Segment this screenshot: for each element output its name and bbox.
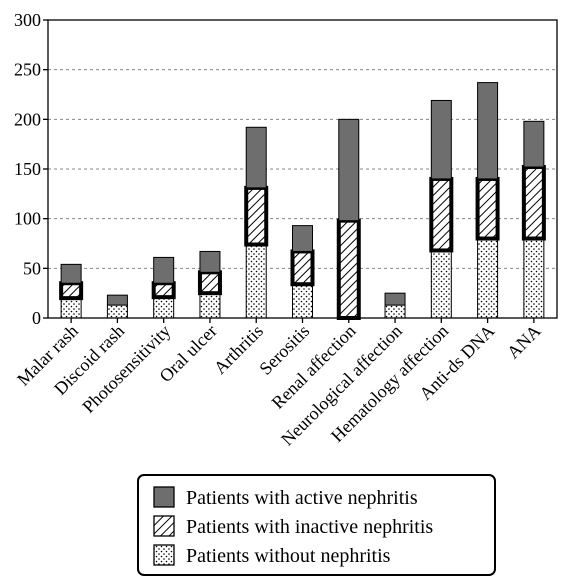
bar-segment xyxy=(523,238,545,319)
bar-segment xyxy=(59,281,84,301)
bars xyxy=(59,82,546,320)
y-tick-label: 300 xyxy=(14,10,41,30)
bar-segment xyxy=(336,218,361,320)
legend-label: Patients without nephritis xyxy=(186,545,391,567)
bar-segment xyxy=(477,238,499,319)
legend: Patients with active nephritis Patients w… xyxy=(137,474,496,576)
legend-box xyxy=(137,474,496,576)
bar-segment xyxy=(245,126,267,189)
bar-segment xyxy=(521,165,546,241)
bar-segment xyxy=(153,256,175,284)
bar-segment xyxy=(60,297,82,319)
y-tick-label: 0 xyxy=(32,308,41,328)
bar-segment xyxy=(338,118,360,222)
bar-segment xyxy=(523,120,545,168)
bar-segment xyxy=(429,176,454,253)
legend-swatch xyxy=(153,486,175,508)
bar-segment xyxy=(475,176,500,241)
bar-segment xyxy=(153,296,175,319)
bar-segment xyxy=(151,281,176,300)
y-tick-label: 100 xyxy=(14,209,41,229)
axes xyxy=(43,19,558,323)
y-tick-label: 200 xyxy=(14,109,41,129)
bar-segment xyxy=(384,304,406,319)
bar-segment xyxy=(477,82,499,180)
bar-segment xyxy=(197,270,222,296)
legend-label: Patients with active nephritis xyxy=(186,487,418,509)
bar-segment xyxy=(292,283,313,319)
legend-swatch xyxy=(153,515,175,537)
y-tick-label: 150 xyxy=(14,159,41,179)
legend-swatch xyxy=(153,544,175,566)
x-category-label: Arthritis xyxy=(210,321,267,378)
bar-segment xyxy=(430,99,452,180)
legend-label: Patients with inactive nephritis xyxy=(186,516,433,538)
x-category-label: ANA xyxy=(503,321,545,363)
bar-segment xyxy=(384,292,406,306)
bar-segment xyxy=(106,304,128,319)
bar-segment xyxy=(245,243,267,319)
bar-segment xyxy=(199,250,221,273)
bar-segment xyxy=(106,294,128,306)
y-tick-label: 50 xyxy=(23,258,41,278)
bar-segment xyxy=(244,185,269,247)
bar-segment xyxy=(430,249,452,319)
bar-segment xyxy=(292,225,313,252)
bar-segment xyxy=(199,292,221,319)
bar-segment xyxy=(60,263,82,284)
y-tick-label: 250 xyxy=(14,60,41,80)
bar-segment xyxy=(290,249,315,287)
